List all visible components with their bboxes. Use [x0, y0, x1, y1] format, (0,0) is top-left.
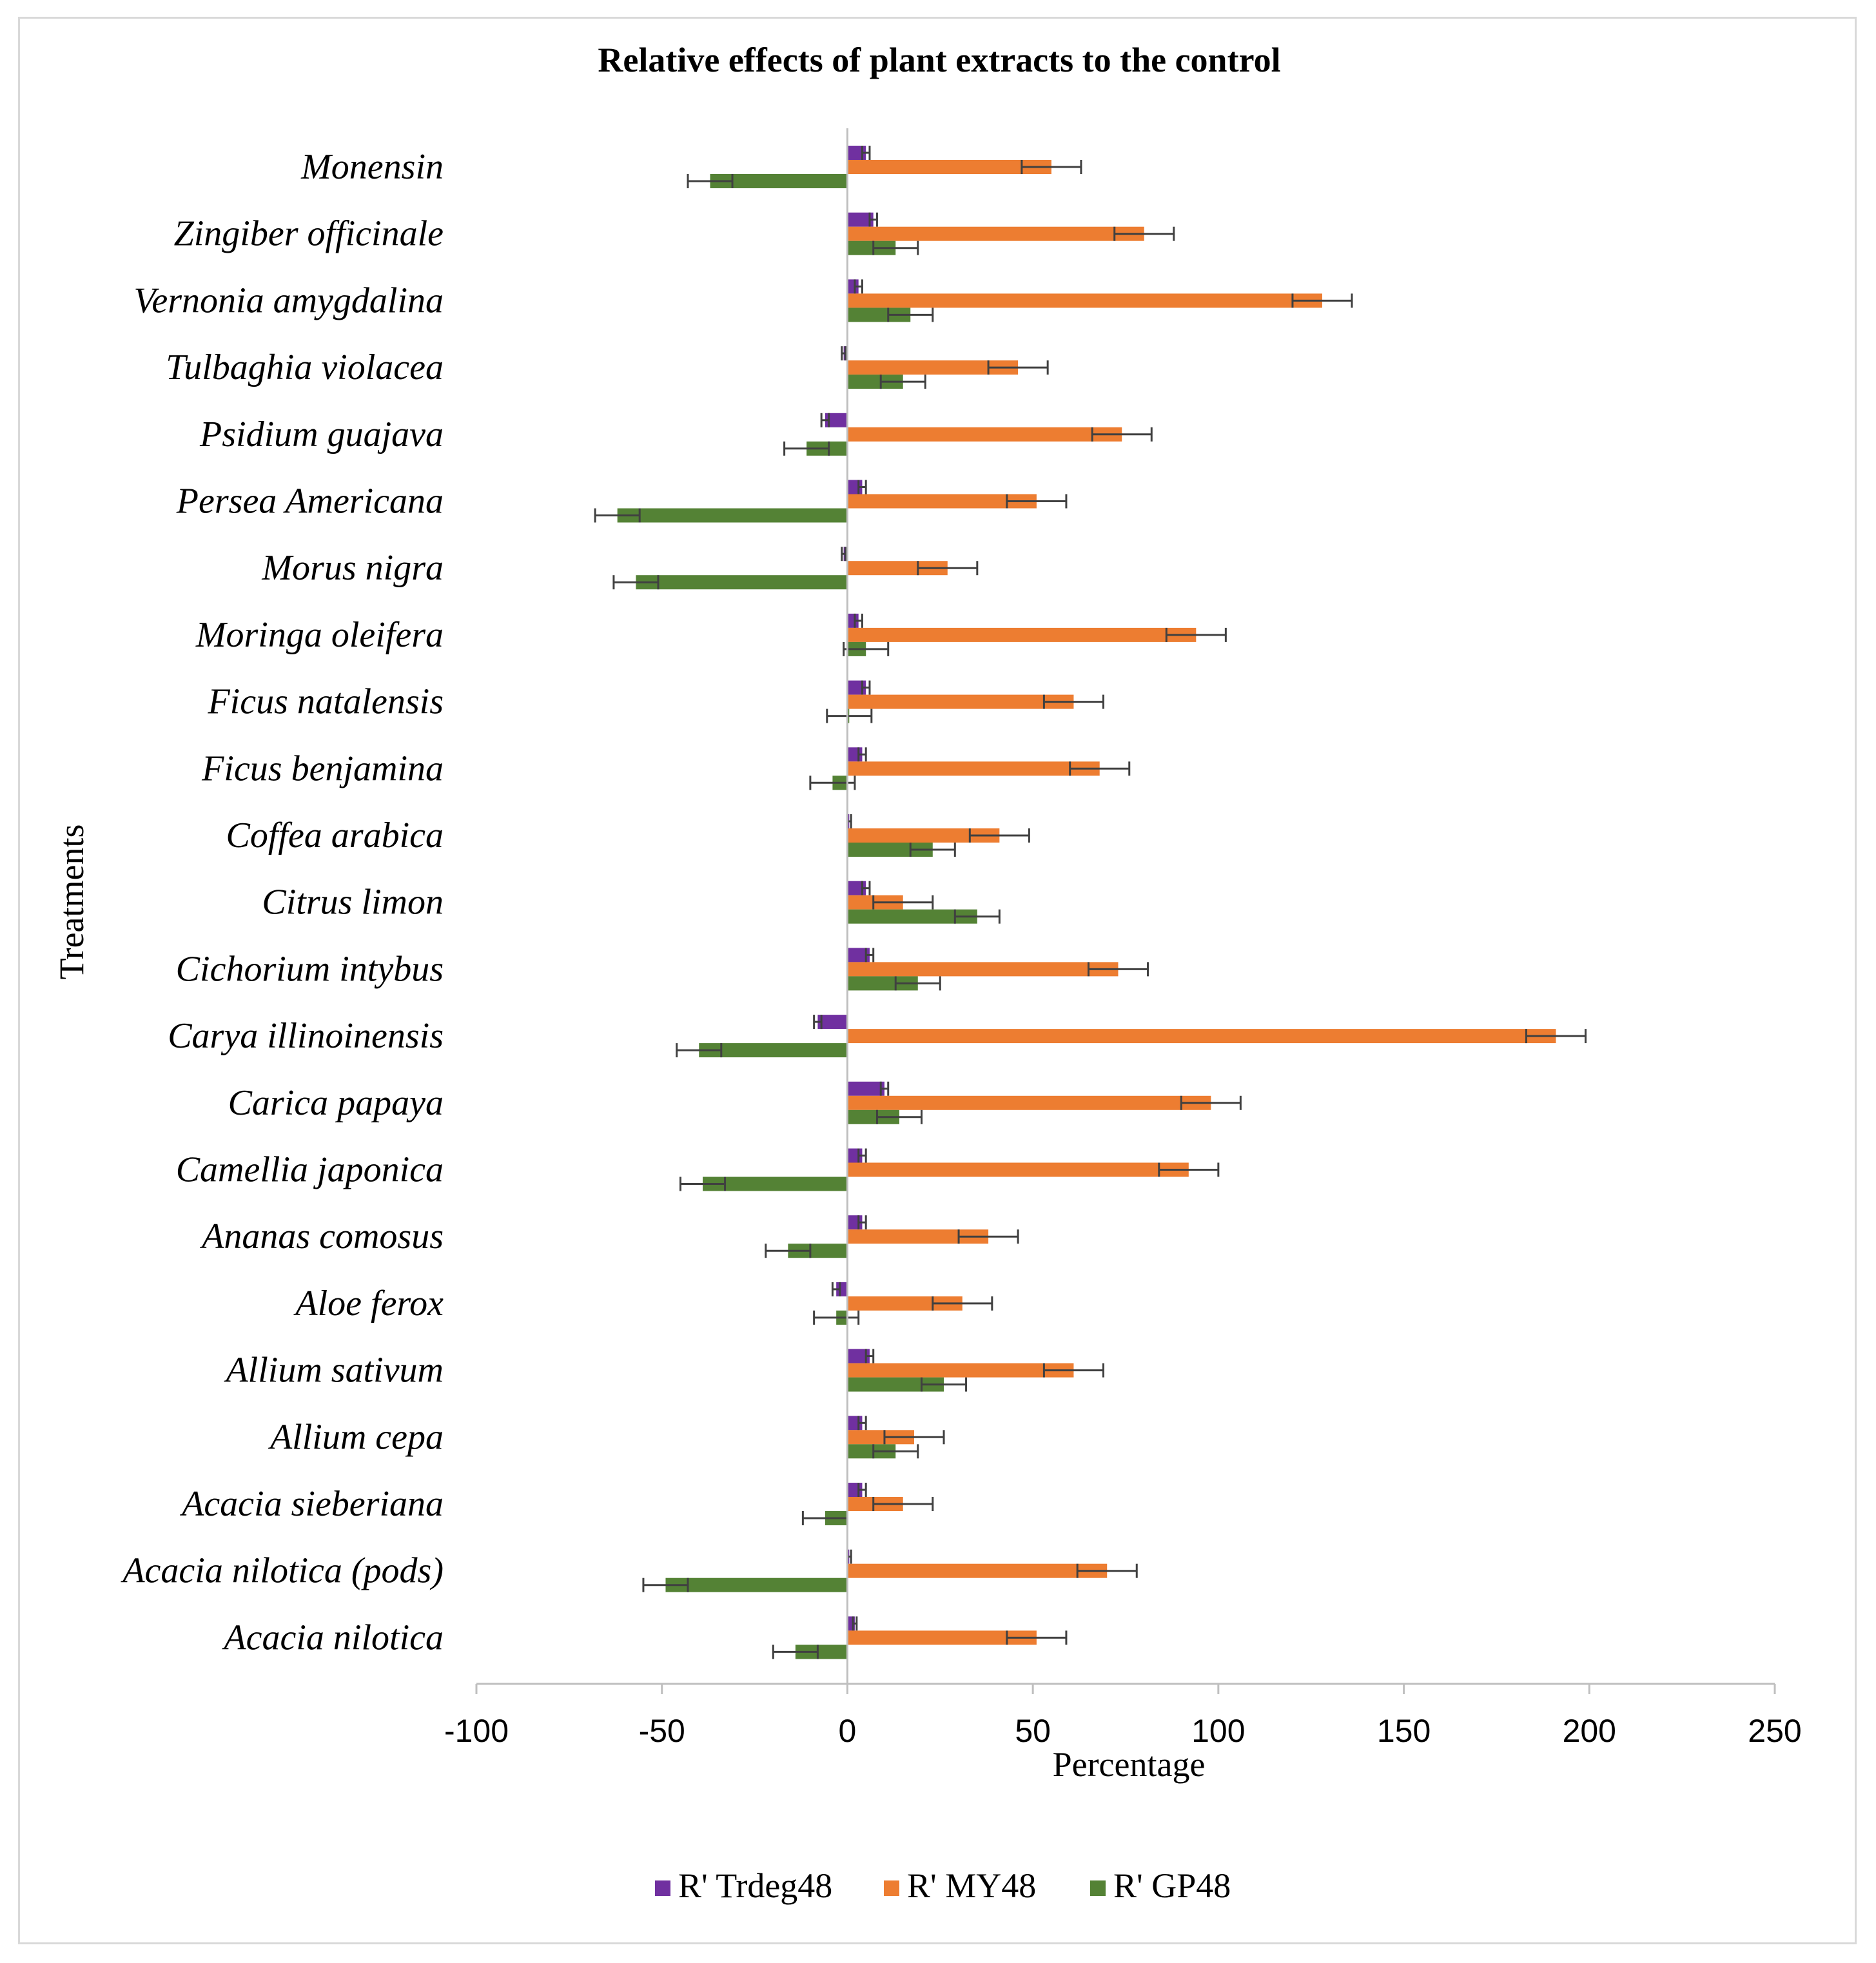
bar-r-my48-ananas-comosus [847, 1229, 989, 1244]
bar-r-my48-allium-sativum [847, 1363, 1074, 1378]
chart-frame: Relative effects of plant extracts to th… [18, 17, 1857, 1944]
category-label-zingiber-officinale: Zingiber officinale [174, 214, 444, 254]
category-label-morus-nigra: Morus nigra [261, 548, 444, 588]
x-tick-label-neg100: -100 [444, 1713, 509, 1749]
bar-r-my48-persea-americana [847, 494, 1037, 509]
category-label-cichorium-intybus: Cichorium intybus [176, 949, 444, 989]
legend: R' Trdeg48 R' MY48 R' GP48 [655, 1866, 1231, 1905]
bar-r-trdeg48-acacia-nilotica [847, 1616, 855, 1631]
bar-r-my48-monensin [847, 160, 1051, 174]
bar-r-my48-cichorium-intybus [847, 962, 1119, 977]
category-label-camellia-japonica: Camellia japonica [176, 1150, 444, 1190]
category-label-persea-americana: Persea Americana [176, 482, 444, 522]
bar-r-gp48-acacia-nilotica [795, 1645, 848, 1659]
category-label-ananas-comosus: Ananas comosus [199, 1216, 444, 1256]
bars-layer [594, 146, 1587, 1659]
category-label-allium-sativum: Allium sativum [223, 1351, 444, 1391]
bar-r-my48-acacia-nilotica-pods [847, 1563, 1108, 1578]
bar-r-trdeg48-carica-papaya [847, 1081, 884, 1096]
category-label-acacia-sieberiana: Acacia sieberiana [179, 1484, 444, 1524]
x-axis-label: Percentage [1053, 1745, 1206, 1784]
bar-r-trdeg48-psidium-guajava [825, 413, 848, 427]
bar-r-gp48-carya-illinoinensis [699, 1043, 848, 1058]
bar-r-gp48-ananas-comosus [788, 1244, 848, 1258]
bar-r-trdeg48-carya-illinoinensis [817, 1015, 848, 1030]
legend-swatch-r-my48 [884, 1880, 899, 1896]
category-label-ficus-benjamina: Ficus benjamina [201, 748, 444, 788]
y-axis-label: Treatments [52, 825, 91, 980]
x-tick-label-0: 0 [839, 1713, 857, 1749]
bar-r-gp48-zingiber-officinale [847, 240, 896, 255]
category-label-coffea-arabica: Coffea arabica [226, 815, 444, 855]
bar-r-my48-acacia-nilotica [847, 1630, 1037, 1645]
bar-r-gp48-persea-americana [617, 508, 848, 523]
category-label-allium-cepa: Allium cepa [268, 1417, 444, 1457]
category-label-acacia-nilotica: Acacia nilotica [221, 1617, 444, 1657]
axis-layer: -100 -50 0 50 100 150 200 250 [444, 128, 1802, 1749]
category-label-tulbaghia-violacea: Tulbaghia violacea [166, 347, 444, 387]
category-label-carica-papaya: Carica papaya [228, 1083, 444, 1123]
bar-r-gp48-vernonia-amygdalina [847, 308, 911, 322]
legend-swatch-r-gp48 [1090, 1880, 1106, 1896]
bar-r-gp48-allium-cepa [847, 1444, 896, 1459]
bar-r-my48-zingiber-officinale [847, 226, 1144, 241]
bar-r-gp48-citrus-limon [847, 909, 977, 924]
category-label-moringa-oleifera: Moringa oleifera [195, 615, 444, 655]
x-tick-label-200: 200 [1563, 1713, 1616, 1749]
x-tick-label-neg50: -50 [639, 1713, 685, 1749]
x-tick-label-150: 150 [1377, 1713, 1431, 1749]
bar-r-my48-carica-papaya [847, 1095, 1211, 1110]
bar-r-gp48-camellia-japonica [703, 1177, 848, 1191]
bar-r-gp48-morus-nigra [636, 575, 848, 590]
bar-r-gp48-acacia-nilotica-pods [665, 1577, 848, 1592]
bar-r-gp48-allium-sativum [847, 1377, 944, 1392]
bar-r-my48-coffea-arabica [847, 828, 1000, 843]
x-tick-label-250: 250 [1748, 1713, 1801, 1749]
bar-r-my48-camellia-japonica [847, 1162, 1189, 1177]
bar-r-my48-allium-cepa [847, 1430, 915, 1445]
bar-r-my48-carya-illinoinensis [847, 1029, 1556, 1044]
category-label-vernonia-amygdalina: Vernonia amygdalina [133, 280, 444, 320]
category-label-aloe-ferox: Aloe ferox [293, 1284, 444, 1323]
legend-swatch-r-trdeg48 [655, 1880, 670, 1896]
bar-r-my48-ficus-natalensis [847, 694, 1074, 709]
bar-r-trdeg48-allium-sativum [847, 1349, 870, 1363]
category-label-carya-illinoinensis: Carya illinoinensis [168, 1016, 444, 1056]
bar-r-my48-morus-nigra [847, 561, 948, 576]
bar-r-gp48-cichorium-intybus [847, 976, 918, 991]
legend-label-r-trdeg48: R' Trdeg48 [678, 1866, 832, 1905]
bar-r-gp48-tulbaghia-violacea [847, 375, 903, 389]
bar-r-trdeg48-zingiber-officinale [847, 212, 874, 227]
labels-layer: Monensin Zingiber officinale Vernonia amyg… [120, 147, 444, 1657]
chart-canvas: Relative effects of plant extracts to th… [52, 41, 1802, 1905]
legend-label-r-gp48: R' GP48 [1113, 1866, 1231, 1905]
bar-r-gp48-monensin [710, 174, 848, 188]
category-label-acacia-nilotica-pods: Acacia nilotica (pods) [120, 1551, 444, 1591]
bar-r-trdeg48-cichorium-intybus [847, 948, 870, 962]
x-tick-label-100: 100 [1191, 1713, 1245, 1749]
category-label-psidium-guajava: Psidium guajava [199, 415, 444, 454]
bar-r-my48-vernonia-amygdalina [847, 293, 1322, 308]
bar-r-gp48-carica-papaya [847, 1109, 899, 1124]
bar-r-my48-tulbaghia-violacea [847, 360, 1019, 375]
bar-r-my48-ficus-benjamina [847, 761, 1100, 776]
chart-title: Relative effects of plant extracts to th… [598, 41, 1280, 79]
category-label-monensin: Monensin [300, 147, 444, 187]
category-label-citrus-limon: Citrus limon [262, 883, 444, 923]
legend-label-r-my48: R' MY48 [907, 1866, 1036, 1905]
x-tick-label-50: 50 [1015, 1713, 1051, 1749]
category-label-ficus-natalensis: Ficus natalensis [207, 682, 444, 722]
bar-r-my48-moringa-oleifera [847, 627, 1197, 642]
bar-r-my48-psidium-guajava [847, 427, 1122, 442]
